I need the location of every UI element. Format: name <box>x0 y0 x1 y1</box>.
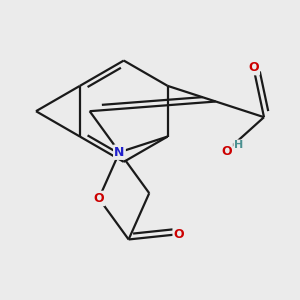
Text: H: H <box>234 140 243 150</box>
Text: O: O <box>94 192 104 205</box>
Text: O: O <box>174 228 184 241</box>
Text: N: N <box>114 146 124 159</box>
Text: O: O <box>248 61 259 74</box>
Text: O: O <box>221 145 232 158</box>
